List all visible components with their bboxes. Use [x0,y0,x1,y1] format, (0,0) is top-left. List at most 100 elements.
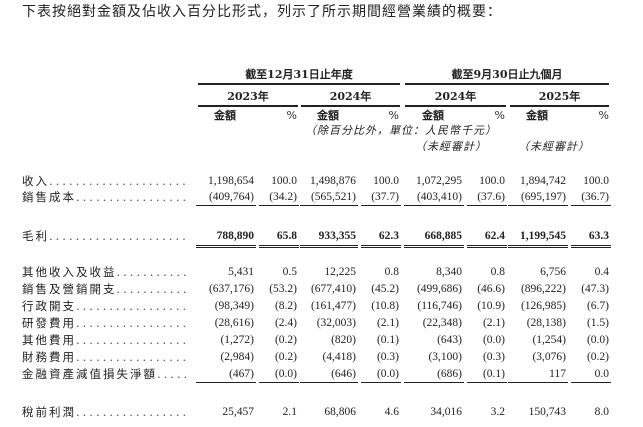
row-label-text: 金融資產減值損失淨額 [22,367,157,381]
total-double-rule [467,245,507,248]
percent-cell: (53.2) [269,283,297,295]
amount-column-header: 金額 [317,109,339,122]
amount-cell: (28,138) [526,317,566,329]
percent-cell: 8.0 [594,406,609,418]
header-rule [405,83,609,85]
percent-cell: 0.8 [384,266,399,278]
row-label-text: 其他費用 [22,333,76,347]
percent-cell: 0.5 [282,266,297,278]
amount-cell: (22,348) [422,317,462,329]
total-double-rule [571,245,611,248]
subtotal-rule [404,205,464,206]
percent-cell: 4.6 [384,406,399,418]
row-label-text: 行政開支 [22,299,76,313]
leader-dots: .......................... [76,333,190,347]
amount-column-header: 金額 [422,109,444,122]
amount-cell: (565,521) [310,191,356,203]
percent-cell: (37.7) [371,191,399,203]
subtotal-rule [508,205,568,206]
percent-cell: (0.1) [376,334,399,346]
amount-cell: (2,984) [220,351,254,363]
amount-column-header: 金額 [214,109,236,122]
subtotal-rule [571,205,611,206]
row-label: 其他收入及收益 .......................... [22,265,190,280]
header-year-2024-9m: 2024年 [434,90,477,103]
row-label: 金融資產減值損失淨額 .......................... [22,367,190,382]
amount-cell: 1,199,545 [520,230,566,242]
percent-cell: 100.0 [479,175,505,187]
amount-cell: (499,686) [416,283,462,295]
row-label-text: 銷售及營銷開支 [22,282,117,296]
leader-dots: .......................... [76,350,190,364]
amount-cell: (116,746) [417,300,462,312]
table-row: 稅前利潤 .......................... 25,457 2.1… [0,405,643,420]
row-label-text: 其他收入及收益 [22,265,117,279]
amount-cell: 68,806 [324,406,356,418]
table-row: 銷售及營銷開支 .......................... (637,1… [0,282,643,297]
amount-cell: 1,498,876 [310,175,356,187]
percent-cell: 2.1 [282,406,297,418]
pct-column-header: % [286,109,297,122]
intro-sentence: 下表按絕對金額及佔收入百分比形式，列示了所示期間經營業績的概要： [22,4,502,20]
subtotal-rule [467,205,507,206]
row-label: 銷售成本 .......................... [22,190,190,205]
table-row: 財務費用 .......................... (2,984) (0… [0,350,643,365]
percent-cell: 63.3 [588,230,609,242]
amount-cell: (1,254) [532,334,566,346]
row-label: 行政開支 .......................... [22,299,190,314]
percent-cell: (1.5) [586,317,609,329]
percent-cell: (0.3) [482,351,505,363]
amount-cell: 1,198,654 [208,175,254,187]
amount-cell: 6,756 [540,266,566,278]
percent-cell: (0.3) [376,351,399,363]
percent-cell: (0.2) [274,334,297,346]
table-row: 其他收入及收益 .......................... 5,431 0… [0,265,643,280]
header-rule [510,105,609,107]
row-label: 毛利 .......................... [22,229,190,244]
subtotal-rule [196,382,256,383]
amount-cell: (126,985) [520,300,566,312]
pct-column-header: % [494,109,505,122]
amount-cell: 668,885 [424,230,462,242]
amount-cell: (28,616) [214,317,254,329]
leader-dots: .......................... [76,316,190,330]
row-label-text: 收入 [22,174,49,188]
amount-cell: 5,431 [228,266,254,278]
subtotal-rule [571,382,611,383]
percent-cell: (46.6) [477,283,505,295]
header-group-nine-months: 截至9月30日止九個月 [451,68,563,81]
leader-dots: .......................... [116,265,191,279]
amount-cell: (677,410) [310,283,356,295]
header-rule [301,105,400,107]
percent-cell: (6.7) [586,300,609,312]
percent-cell: (2.1) [376,317,399,329]
unaudited-note: （未經審計） [415,140,487,153]
row-label-text: 銷售成本 [22,190,76,204]
total-double-rule [300,245,358,248]
header-rule [405,105,506,107]
subtotal-rule [259,205,299,206]
percent-cell: 100.0 [373,175,399,187]
amount-cell: 117 [549,368,566,380]
percent-cell: (0.0) [376,368,399,380]
table-row: 行政開支 .......................... (98,349) (… [0,299,643,314]
leader-dots: .......................... [49,174,190,188]
amount-cell: 34,016 [430,406,462,418]
percent-cell: (8.2) [274,300,297,312]
percent-cell: 100.0 [271,175,297,187]
percent-cell: 62.4 [484,230,505,242]
percent-cell: (0.0) [274,368,297,380]
percent-cell: (45.2) [371,283,399,295]
subtotal-rule [404,382,464,383]
leader-dots: .......................... [76,190,190,204]
amount-cell: (403,410) [416,191,462,203]
total-double-rule [508,245,568,248]
subtotal-rule [259,382,299,383]
amount-cell: (643) [437,334,462,346]
header-year-2023: 2023年 [227,90,269,103]
header-rule [198,83,400,85]
percent-cell: (36.7) [581,191,609,203]
amount-cell: (409,764) [208,191,254,203]
amount-column-header: 金額 [526,109,548,122]
percent-cell: (0.2) [274,351,297,363]
